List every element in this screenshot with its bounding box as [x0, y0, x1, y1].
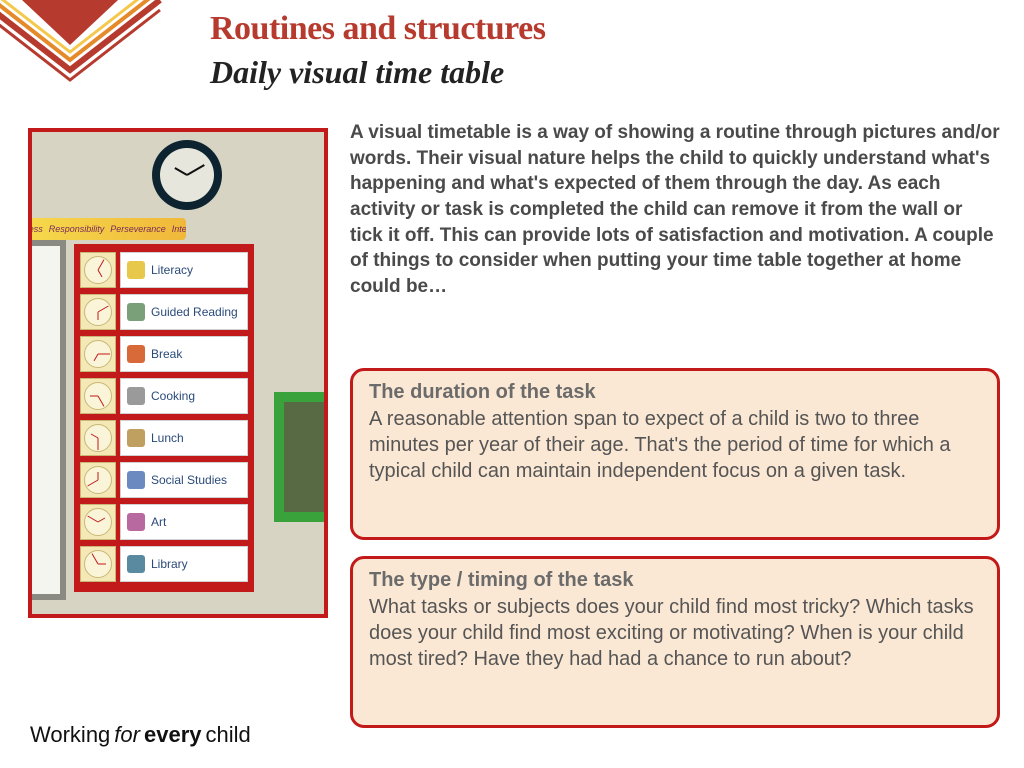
activity-name: Library	[151, 557, 188, 571]
footer-brand: Workingforeverychild	[30, 722, 251, 748]
callout-title: The type / timing of the task	[369, 569, 981, 592]
heading-block: Routines and structures Daily visual tim…	[210, 10, 994, 91]
footer-word: Working	[30, 722, 110, 747]
activity-icon	[127, 387, 145, 405]
whiteboard-edge	[28, 240, 66, 600]
footer-word: child	[206, 722, 251, 747]
activity-icon	[127, 513, 145, 531]
timetable-label: Art	[120, 504, 248, 540]
footer-word: for	[114, 722, 140, 747]
timetable-row: Break	[80, 336, 248, 372]
timetable-row: Art	[80, 504, 248, 540]
mini-clock-icon	[80, 546, 116, 582]
values-banner: Fairness Responsibility Perseverance Int…	[28, 218, 186, 240]
mini-clock-icon	[80, 252, 116, 288]
activity-icon	[127, 471, 145, 489]
callout-type-timing: The type / timing of the task What tasks…	[350, 556, 1000, 728]
timetable-row: Lunch	[80, 420, 248, 456]
page-title: Routines and structures	[210, 10, 994, 48]
callout-body: What tasks or subjects does your child f…	[369, 594, 981, 672]
activity-icon	[127, 429, 145, 447]
activity-icon	[127, 261, 145, 279]
mini-clock-icon	[80, 336, 116, 372]
timetable-row: Social Studies	[80, 462, 248, 498]
activity-name: Social Studies	[151, 473, 227, 487]
activity-name: Art	[151, 515, 166, 529]
callout-title: The duration of the task	[369, 381, 981, 404]
timetable-label: Lunch	[120, 420, 248, 456]
intro-paragraph: A visual timetable is a way of showing a…	[350, 120, 1000, 299]
activity-name: Guided Reading	[151, 305, 238, 319]
timetable-label: Library	[120, 546, 248, 582]
callout-duration: The duration of the task A reasonable at…	[350, 368, 1000, 540]
visual-timetable-board: Literacy Guided Reading Break Cooking Lunch S…	[74, 244, 254, 592]
green-picture-frame	[274, 392, 328, 522]
timetable-row: Library	[80, 546, 248, 582]
activity-icon	[127, 345, 145, 363]
timetable-label: Cooking	[120, 378, 248, 414]
wall-clock-icon	[152, 140, 222, 210]
timetable-label: Literacy	[120, 252, 248, 288]
activity-icon	[127, 555, 145, 573]
timetable-label: Guided Reading	[120, 294, 248, 330]
timetable-label: Social Studies	[120, 462, 248, 498]
classroom-photo: Fairness Responsibility Perseverance Int…	[28, 128, 328, 618]
activity-name: Cooking	[151, 389, 195, 403]
page-subtitle: Daily visual time table	[210, 54, 994, 91]
footer-word: every	[144, 722, 202, 747]
mini-clock-icon	[80, 462, 116, 498]
timetable-row: Cooking	[80, 378, 248, 414]
activity-icon	[127, 303, 145, 321]
timetable-row: Guided Reading	[80, 294, 248, 330]
callout-body: A reasonable attention span to expect of…	[369, 406, 981, 484]
mini-clock-icon	[80, 378, 116, 414]
timetable-label: Break	[120, 336, 248, 372]
mini-clock-icon	[80, 420, 116, 456]
activity-name: Lunch	[151, 431, 184, 445]
mini-clock-icon	[80, 294, 116, 330]
mini-clock-icon	[80, 504, 116, 540]
timetable-row: Literacy	[80, 252, 248, 288]
activity-name: Break	[151, 347, 182, 361]
activity-name: Literacy	[151, 263, 193, 277]
corner-decoration	[0, 0, 180, 120]
